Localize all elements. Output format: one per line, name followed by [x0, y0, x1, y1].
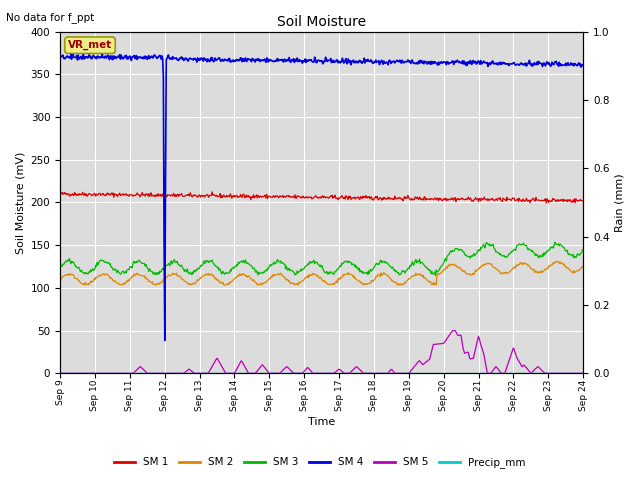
Text: No data for f_ppt: No data for f_ppt [6, 12, 95, 23]
Legend: SM 1, SM 2, SM 3, SM 4, SM 5, Precip_mm: SM 1, SM 2, SM 3, SM 4, SM 5, Precip_mm [110, 453, 530, 472]
Title: Soil Moisture: Soil Moisture [277, 15, 366, 29]
X-axis label: Time: Time [308, 417, 335, 427]
Y-axis label: Soil Moisture (mV): Soil Moisture (mV) [15, 151, 25, 253]
Y-axis label: Rain (mm): Rain (mm) [615, 173, 625, 232]
Text: VR_met: VR_met [68, 40, 112, 50]
